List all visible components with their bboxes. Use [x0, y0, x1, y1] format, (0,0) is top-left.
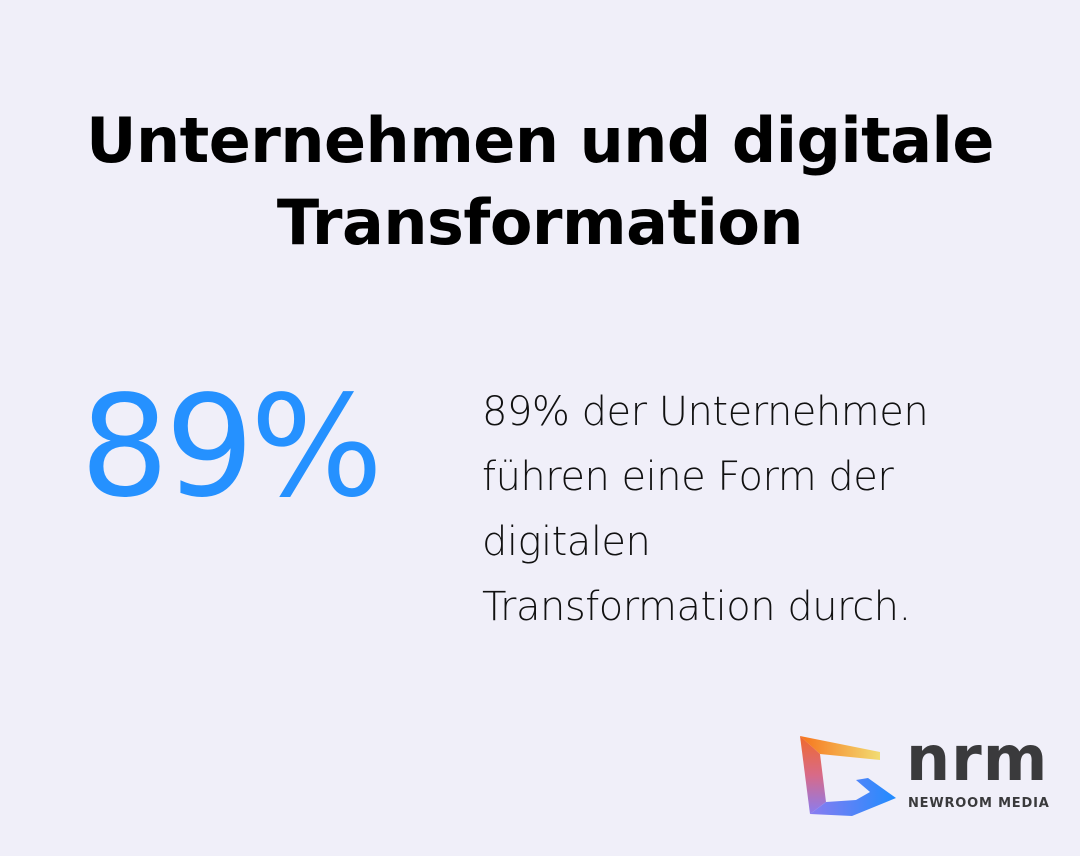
title-line-2: Transformation — [276, 186, 804, 259]
page-title: Unternehmen und digitale Transformation — [0, 100, 1080, 264]
brand-logo: nrm NEWROOM MEDIA — [798, 728, 1050, 824]
stat-value: 89% — [80, 366, 383, 529]
description-line: 89% der Unternehmen — [482, 389, 929, 435]
description-line: führen eine Form der — [482, 454, 894, 500]
logo-tagline: NEWROOM MEDIA — [908, 796, 1050, 811]
description-line: Transformation durch. — [482, 584, 911, 630]
nrm-logo-mark-icon — [800, 736, 896, 816]
stat-description: 89% der Unternehmen führen eine Form der… — [482, 380, 1042, 640]
description-line: digitalen — [482, 519, 651, 565]
logo-wordmark: nrm — [906, 722, 1049, 795]
title-line-1: Unternehmen und digitale — [86, 104, 994, 177]
